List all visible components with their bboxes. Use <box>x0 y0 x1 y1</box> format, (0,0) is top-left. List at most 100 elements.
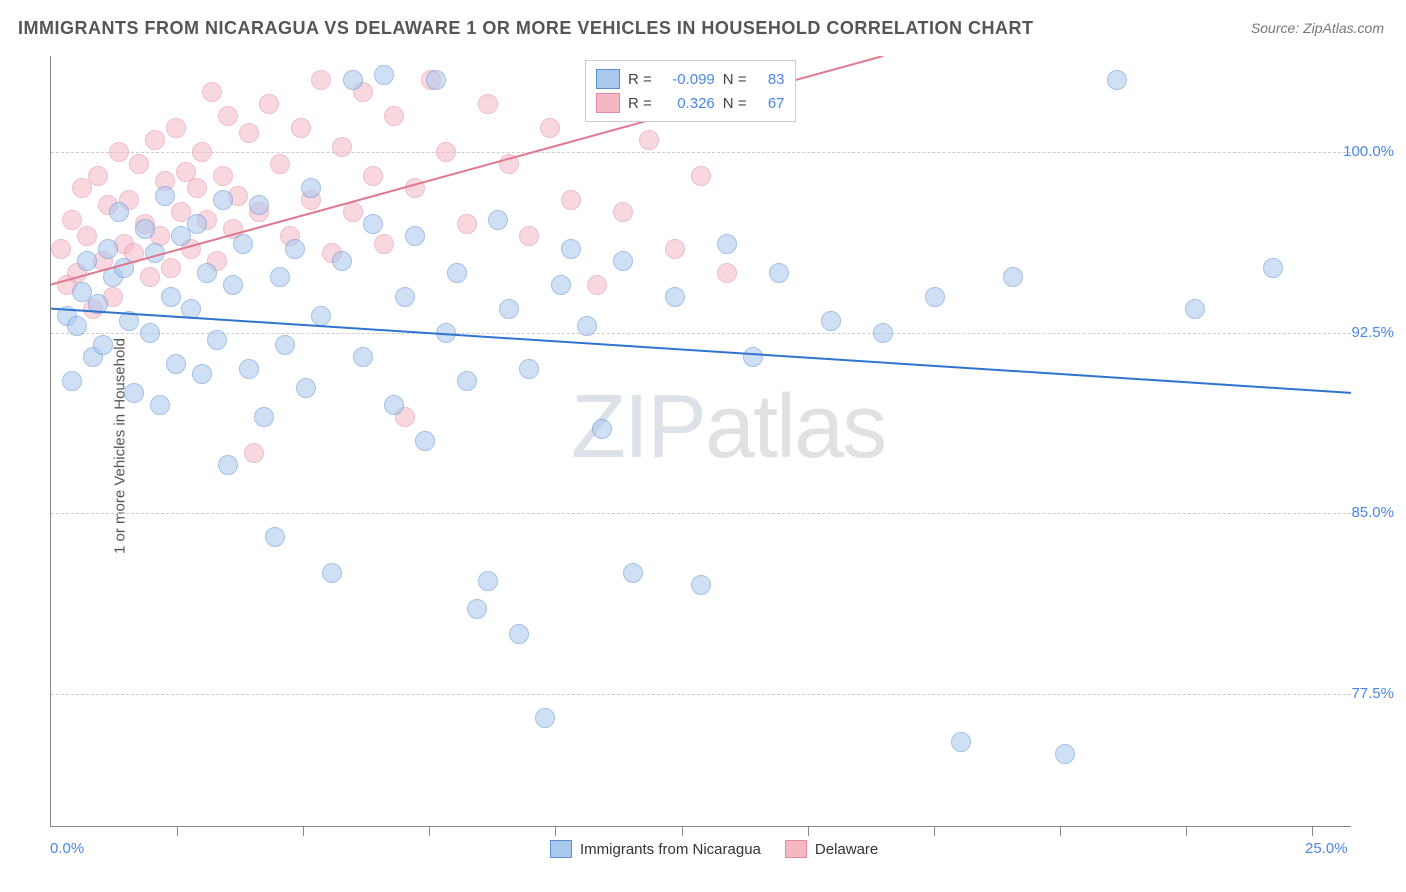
x-tick <box>555 826 556 836</box>
series-legend: Immigrants from Nicaragua Delaware <box>550 840 878 858</box>
data-point <box>166 354 186 374</box>
x-tick <box>934 826 935 836</box>
data-point <box>129 154 149 174</box>
data-point <box>301 178 321 198</box>
data-point <box>384 106 404 126</box>
x-tick <box>303 826 304 836</box>
data-point <box>77 251 97 271</box>
data-point <box>145 243 165 263</box>
gridline <box>51 152 1351 153</box>
data-point <box>135 219 155 239</box>
data-point <box>561 239 581 259</box>
x-tick <box>177 826 178 836</box>
data-point <box>124 383 144 403</box>
data-point <box>150 395 170 415</box>
data-point <box>613 202 633 222</box>
data-point <box>67 316 87 336</box>
data-point <box>623 563 643 583</box>
data-point <box>478 571 498 591</box>
data-point <box>161 258 181 278</box>
x-tick-label: 25.0% <box>1305 840 1348 857</box>
data-point <box>218 106 238 126</box>
data-point <box>88 294 108 314</box>
data-point <box>322 563 342 583</box>
source-attribution: Source: ZipAtlas.com <box>1251 20 1384 36</box>
data-point <box>62 371 82 391</box>
correlation-legend: R = -0.099 N = 83 R = 0.326 N = 67 <box>585 60 796 122</box>
data-point <box>374 65 394 85</box>
data-point <box>88 166 108 186</box>
data-point <box>270 154 290 174</box>
data-point <box>457 371 477 391</box>
data-point <box>499 299 519 319</box>
data-point <box>1003 267 1023 287</box>
y-tick-label: 100.0% <box>1343 143 1394 160</box>
data-point <box>665 287 685 307</box>
data-point <box>233 234 253 254</box>
data-point <box>363 214 383 234</box>
legend-item-nicaragua: Immigrants from Nicaragua <box>550 840 761 858</box>
data-point <box>332 137 352 157</box>
data-point <box>457 214 477 234</box>
data-point <box>951 732 971 752</box>
data-point <box>109 142 129 162</box>
data-point <box>613 251 633 271</box>
data-point <box>343 70 363 90</box>
data-point <box>207 330 227 350</box>
data-point <box>551 275 571 295</box>
data-point <box>311 70 331 90</box>
data-point <box>51 239 71 259</box>
data-point <box>239 359 259 379</box>
data-point <box>192 364 212 384</box>
data-point <box>254 407 274 427</box>
data-point <box>436 142 456 162</box>
data-point <box>223 275 243 295</box>
data-point <box>270 267 290 287</box>
data-point <box>93 335 113 355</box>
data-point <box>665 239 685 259</box>
data-point <box>187 214 207 234</box>
data-point <box>717 263 737 283</box>
data-point <box>311 306 331 326</box>
swatch-nicaragua <box>596 69 620 89</box>
data-point <box>202 82 222 102</box>
data-point <box>265 527 285 547</box>
data-point <box>197 263 217 283</box>
data-point <box>374 234 394 254</box>
legend-row-nicaragua: R = -0.099 N = 83 <box>596 67 785 91</box>
x-tick <box>1186 826 1187 836</box>
legend-row-delaware: R = 0.326 N = 67 <box>596 91 785 115</box>
data-point <box>873 323 893 343</box>
x-tick <box>808 826 809 836</box>
data-point <box>161 287 181 307</box>
data-point <box>509 624 529 644</box>
gridline <box>51 333 1351 334</box>
plot-area: ZIPatlas <box>50 56 1351 827</box>
data-point <box>467 599 487 619</box>
data-point <box>166 118 186 138</box>
data-point <box>98 239 118 259</box>
data-point <box>561 190 581 210</box>
data-point <box>395 287 415 307</box>
data-point <box>415 431 435 451</box>
data-point <box>213 190 233 210</box>
x-tick <box>429 826 430 836</box>
data-point <box>499 154 519 174</box>
data-point <box>743 347 763 367</box>
x-tick <box>1060 826 1061 836</box>
data-point <box>405 178 425 198</box>
x-tick <box>1312 826 1313 836</box>
data-point <box>239 123 259 143</box>
data-point <box>405 226 425 246</box>
data-point <box>639 130 659 150</box>
data-point <box>77 226 97 246</box>
data-point <box>925 287 945 307</box>
data-point <box>1055 744 1075 764</box>
data-point <box>296 378 316 398</box>
data-point <box>119 311 139 331</box>
data-point <box>384 395 404 415</box>
data-point <box>332 251 352 271</box>
data-point <box>488 210 508 230</box>
data-point <box>436 323 456 343</box>
data-point <box>519 359 539 379</box>
